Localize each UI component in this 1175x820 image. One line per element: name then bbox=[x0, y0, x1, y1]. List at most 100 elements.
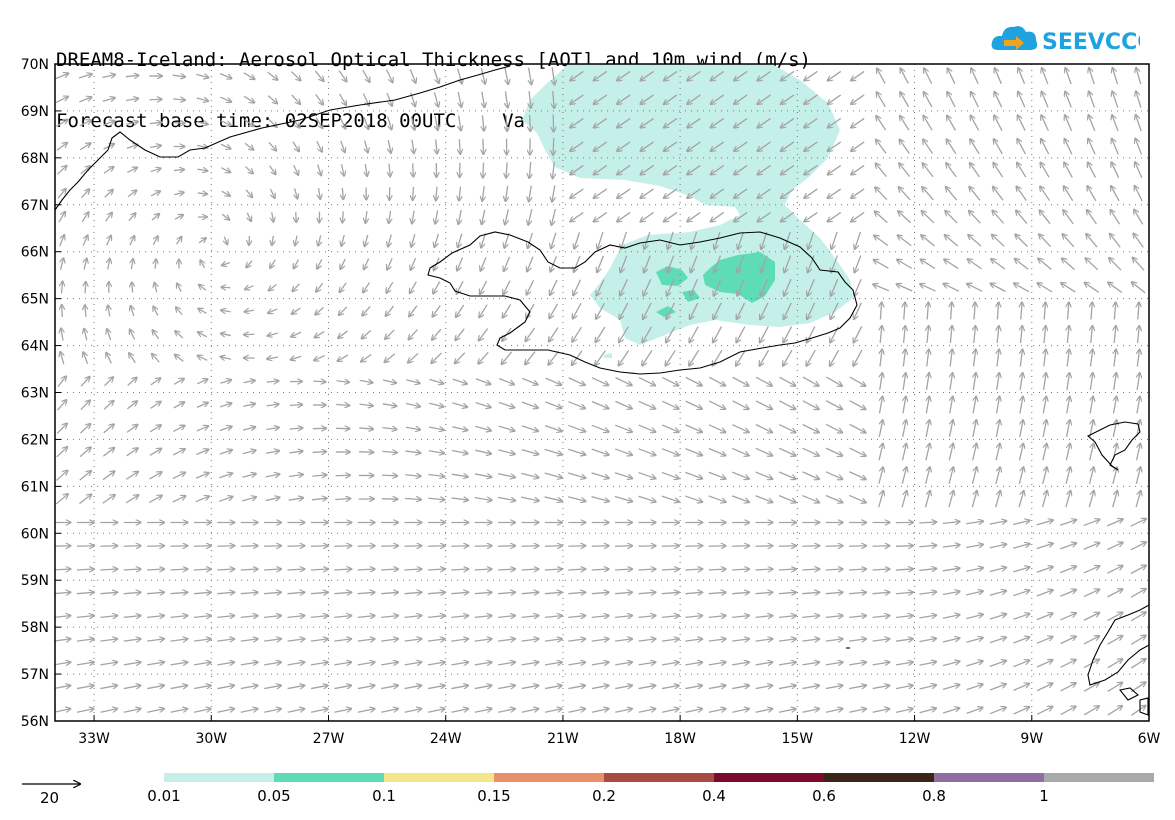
wind-arrow bbox=[521, 662, 539, 665]
wind-arrow bbox=[757, 211, 771, 221]
wind-arrow bbox=[243, 72, 255, 79]
wind-arrow bbox=[196, 449, 208, 456]
wind-arrow bbox=[545, 401, 561, 408]
wind-arrow bbox=[1088, 467, 1093, 484]
wind-arrow bbox=[1060, 613, 1076, 621]
wind-arrow bbox=[755, 709, 773, 713]
wind-arrow bbox=[924, 491, 930, 508]
wind-arrow bbox=[550, 256, 558, 271]
wind-arrow bbox=[714, 255, 722, 273]
wind-arrow bbox=[755, 495, 773, 502]
wind-reference-label: 20 bbox=[40, 789, 59, 807]
wind-arrow bbox=[1020, 350, 1022, 367]
wind-arrow bbox=[176, 307, 183, 316]
wind-arrow bbox=[150, 191, 160, 197]
wind-arrow bbox=[1114, 373, 1117, 391]
wind-arrow bbox=[386, 305, 395, 316]
wind-arrow bbox=[335, 475, 350, 476]
lat-label: 57N bbox=[21, 667, 49, 683]
wind-arrow bbox=[82, 235, 87, 246]
wind-arrow bbox=[521, 569, 539, 570]
wind-arrow bbox=[84, 259, 87, 270]
wind-arrow bbox=[685, 639, 702, 641]
wind-arrow bbox=[942, 545, 960, 547]
wind-arrow bbox=[102, 75, 115, 78]
wind-arrow bbox=[950, 397, 953, 414]
lat-label: 66N bbox=[21, 245, 49, 261]
wind-arrow bbox=[898, 235, 912, 247]
wind-arrow bbox=[220, 143, 231, 149]
wind-arrow bbox=[1135, 162, 1143, 179]
wind-arrow bbox=[455, 352, 466, 364]
wind-arrow bbox=[781, 141, 795, 151]
wind-arrow bbox=[131, 306, 134, 317]
wind-arrow bbox=[927, 303, 928, 320]
wind-arrow bbox=[1036, 637, 1053, 644]
wind-arrow bbox=[945, 235, 959, 247]
wind-arrow bbox=[240, 662, 258, 665]
wind-arrow bbox=[714, 231, 721, 249]
wind-arrow bbox=[123, 662, 141, 665]
wind-arrow bbox=[381, 709, 398, 713]
wind-arrow bbox=[174, 192, 183, 194]
wind-arrow bbox=[314, 354, 326, 361]
wind-arrow bbox=[338, 70, 347, 81]
wind-arrow bbox=[849, 662, 866, 665]
wind-arrow bbox=[221, 287, 231, 288]
wind-arrow bbox=[685, 662, 702, 665]
wind-arrow bbox=[221, 167, 230, 173]
wind-arrow bbox=[1063, 234, 1075, 248]
wind-arrow bbox=[826, 376, 842, 386]
wind-arrow bbox=[966, 545, 983, 548]
wind-arrow bbox=[922, 187, 934, 201]
wind-arrow bbox=[481, 233, 487, 247]
wind-arrow bbox=[474, 498, 492, 501]
wind-arrow bbox=[685, 376, 702, 385]
wind-arrow bbox=[1013, 637, 1029, 644]
wind-arrow bbox=[876, 116, 887, 131]
wind-arrow bbox=[942, 591, 960, 594]
wind-arrow bbox=[381, 662, 398, 665]
wind-arrow bbox=[951, 303, 952, 320]
wind-arrow bbox=[734, 211, 748, 221]
wind-arrow bbox=[1017, 139, 1027, 155]
wind-arrow bbox=[544, 448, 562, 454]
wind-arrow bbox=[664, 117, 678, 127]
wind-arrow bbox=[221, 357, 232, 360]
wind-arrow bbox=[689, 350, 700, 365]
wind-arrow bbox=[802, 592, 819, 593]
wind-arrow bbox=[757, 141, 771, 151]
wind-arrow bbox=[880, 326, 882, 344]
wind-arrow bbox=[895, 639, 913, 641]
wind-arrow bbox=[591, 709, 609, 713]
wind-arrow bbox=[615, 709, 632, 713]
wind-arrow bbox=[173, 170, 184, 171]
wind-arrow bbox=[339, 117, 345, 128]
colorbar-swatch bbox=[384, 773, 494, 782]
wind-arrow bbox=[125, 75, 139, 76]
wind-arrow bbox=[942, 638, 960, 643]
wind-arrow bbox=[1136, 68, 1142, 85]
wind-arrow bbox=[685, 616, 702, 618]
wind-arrow bbox=[825, 616, 843, 618]
wind-arrow bbox=[734, 70, 748, 80]
wind-arrow bbox=[574, 255, 581, 272]
wind-arrow bbox=[240, 616, 258, 618]
wind-arrow bbox=[1114, 397, 1117, 414]
wind-arrow bbox=[755, 424, 772, 433]
wind-arrow bbox=[734, 94, 748, 104]
wind-arrow bbox=[219, 427, 232, 432]
wind-arrow bbox=[831, 255, 838, 273]
wind-arrow bbox=[334, 685, 351, 688]
wind-arrow bbox=[291, 331, 302, 337]
wind-arrow bbox=[1036, 590, 1053, 597]
wind-arrow bbox=[849, 423, 866, 432]
wind-arrow bbox=[193, 639, 211, 641]
wind-arrow bbox=[685, 471, 702, 478]
wind-arrow bbox=[76, 709, 94, 713]
wind-arrow bbox=[269, 284, 277, 291]
wind-arrow bbox=[997, 303, 998, 320]
wind-arrow bbox=[287, 709, 305, 713]
wind-arrow bbox=[594, 188, 608, 198]
wind-arrow bbox=[732, 376, 749, 386]
